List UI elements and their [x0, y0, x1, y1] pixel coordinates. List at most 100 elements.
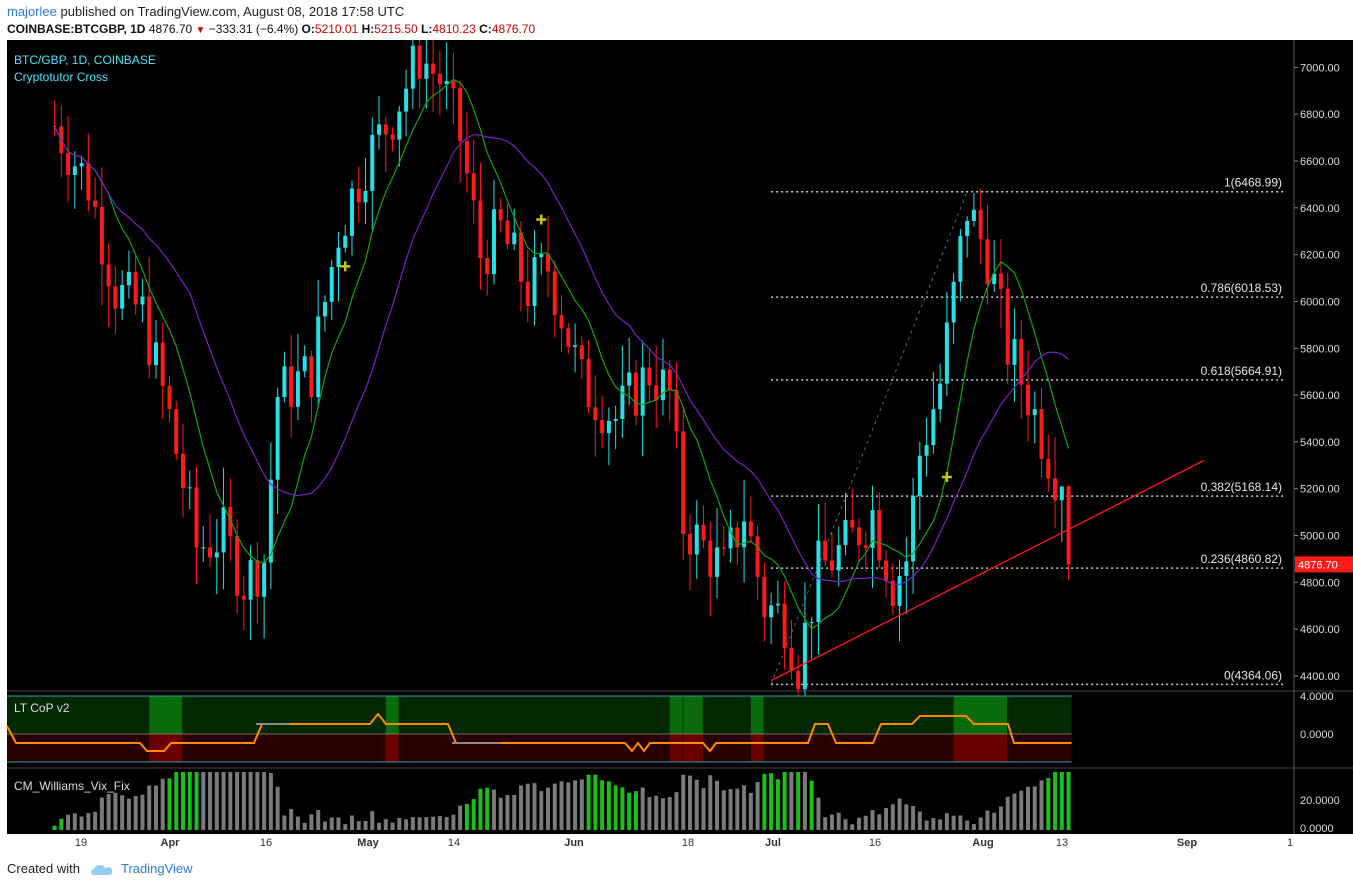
candle [444, 42, 449, 110]
candle-body [498, 209, 503, 221]
vix-fix-bar [606, 781, 611, 830]
candle-body [917, 455, 922, 496]
vix-fix-bar [1053, 772, 1058, 830]
candle [1032, 391, 1037, 444]
candle [316, 280, 321, 408]
candle [559, 295, 564, 353]
chart-canvas[interactable]: 1(6468.99) 0.786(6018.53) 0.618(5664.91) 0.… [0, 40, 1353, 858]
tradingview-link[interactable]: TradingView [121, 861, 193, 876]
candle [938, 363, 943, 423]
candle-body [721, 547, 726, 549]
time-tick-label: Jun [564, 837, 584, 849]
vix-fix-bar [877, 814, 882, 830]
candle-body [938, 383, 943, 410]
vix-fix-bar [248, 772, 253, 830]
candle-body [289, 366, 294, 407]
candle [383, 116, 388, 173]
vix-fix-bar [904, 804, 909, 830]
candle [958, 228, 963, 302]
vix-fix-bar [66, 814, 71, 830]
support-trendline [770, 460, 1205, 682]
candle-body [620, 385, 625, 419]
candle-body [600, 420, 605, 434]
candle-body [1059, 486, 1064, 501]
candle [593, 375, 598, 457]
vix-fix-bar [566, 782, 571, 830]
candle [289, 335, 294, 438]
candle [174, 401, 179, 461]
symbol-label: COINBASE:BTCGBP, 1D [7, 22, 146, 36]
vix-tick-label: 0.0000 [1300, 823, 1334, 835]
candle [992, 240, 997, 292]
price-tick-label: 6000.00 [1300, 296, 1340, 308]
candle [93, 177, 98, 219]
candle-body [424, 63, 429, 79]
indicator-name: Cryptotutor Cross [14, 70, 108, 84]
close-label: C: [479, 22, 492, 36]
candle [539, 242, 544, 275]
candle [147, 257, 152, 379]
vix-fix-bar [850, 824, 855, 830]
candle [951, 273, 956, 345]
candle-body [924, 445, 929, 456]
price-axis: 7000.00 6800.00 6600.00 6400.00 6200.00 6000.… [1294, 62, 1353, 683]
vix-fix-bar [464, 803, 469, 830]
candle [329, 259, 334, 320]
candle-body [1012, 339, 1017, 365]
candle-body [829, 560, 834, 571]
vix-fix-bar [133, 795, 138, 830]
candle-body [998, 273, 1003, 289]
last-price: 4876.70 [148, 22, 193, 36]
vix-fix-bar [343, 824, 348, 830]
price-tick-label: 7000.00 [1300, 62, 1340, 74]
candle-body [370, 134, 375, 191]
candle [620, 345, 625, 438]
candle [816, 504, 821, 655]
candle [525, 249, 530, 323]
candle-body [1066, 486, 1071, 565]
candle-body [647, 367, 652, 386]
open-value: 5210.01 [314, 22, 359, 36]
candle-body [221, 507, 226, 553]
candle [762, 563, 767, 642]
candle [829, 532, 834, 578]
vix-fix-bar [458, 805, 463, 830]
candle-body [444, 81, 449, 85]
lt-cop-title: LT CoP v2 [14, 701, 70, 715]
candle-body [735, 527, 740, 548]
vix-fix-bar [633, 791, 638, 830]
vix-fix-bar [194, 772, 199, 830]
vix-fix-bar [201, 772, 206, 830]
author-link[interactable]: majorlee [7, 4, 57, 19]
candle [775, 580, 780, 614]
candle-body [126, 271, 131, 286]
candle-body [1019, 339, 1024, 385]
candle [667, 360, 672, 422]
candle-body [573, 345, 578, 347]
candle-body [694, 524, 699, 555]
cross-marker [340, 261, 351, 272]
candle-body [167, 385, 172, 410]
candle [573, 323, 578, 373]
vix-fix-bar [958, 815, 963, 830]
cop-signal-zone [669, 696, 683, 734]
vix-fix-bar [573, 780, 578, 830]
candle [579, 336, 584, 379]
candle [66, 115, 71, 202]
candle-body [559, 315, 564, 329]
candle-body [248, 560, 253, 600]
candle [836, 526, 841, 587]
vix-fix-bar [674, 792, 679, 830]
candle [998, 239, 1003, 329]
candle [566, 322, 571, 354]
vix-fix-bar [120, 795, 125, 830]
vix-fix-bar [1019, 790, 1024, 830]
candle [606, 407, 611, 466]
vix-fix-bar [126, 798, 131, 830]
candle [458, 80, 463, 183]
candle [688, 514, 692, 591]
candle [106, 243, 111, 327]
vix-fix-bar [660, 798, 665, 830]
vix-fix-bar [370, 811, 375, 830]
vix-fix-bar [363, 820, 368, 830]
